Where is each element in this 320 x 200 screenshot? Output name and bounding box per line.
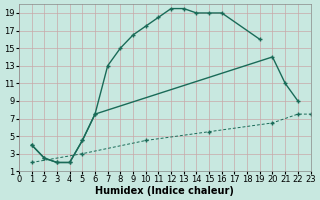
X-axis label: Humidex (Indice chaleur): Humidex (Indice chaleur) [95,186,234,196]
